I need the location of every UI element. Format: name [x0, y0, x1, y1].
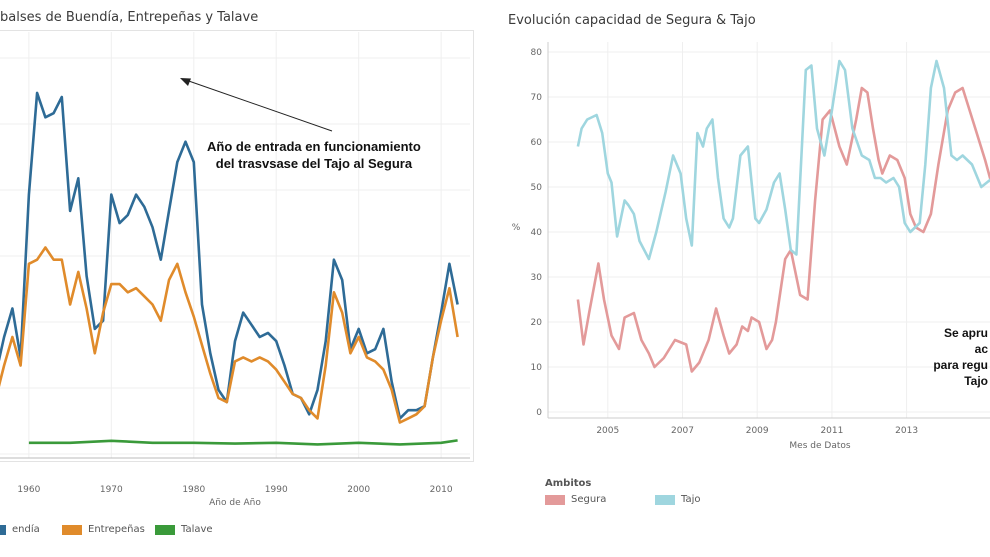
right-legend-title: Ambitos [545, 478, 592, 489]
legend-label-segura: Segura [571, 494, 607, 505]
left-x-tick-label: 2010 [430, 485, 453, 495]
legend-swatch-talave [155, 524, 175, 535]
left-gridlines [0, 32, 470, 459]
right-y-tick-label: 20 [531, 318, 543, 328]
left-x-axis-ticks: 1960 1970 1980 1990 2000 2010 [17, 485, 452, 495]
right-chart-title: Evolución capacidad de Segura & Tajo [508, 13, 756, 28]
right-y-tick-label: 70 [531, 93, 543, 103]
right-x-tick-label: 2007 [671, 426, 694, 436]
right-y-tick-label: 10 [531, 363, 543, 373]
right-annotation-line2: ac [974, 342, 988, 356]
legend-swatch-tajo [655, 494, 675, 505]
right-y-tick-label: 60 [531, 138, 543, 148]
left-chart-title: balses de Buendía, Entrepeñas y Talave [0, 10, 259, 25]
legend-swatch-entrepenas [62, 524, 82, 535]
legend-item-talave[interactable]: Talave [155, 524, 213, 535]
annotation-arrowhead [180, 78, 191, 86]
legend-label-buendia: endía [12, 524, 40, 535]
right-annotation: Se apru ac para regu Tajo [933, 325, 988, 389]
series-line-entrepeas [0, 246, 459, 424]
legend-swatch-segura [545, 494, 565, 505]
left-x-tick-label: 1970 [100, 485, 123, 495]
series-line-segura [576, 86, 990, 373]
right-annotation-line3: para regu [933, 358, 988, 372]
left-x-tick-label: 1990 [265, 485, 288, 495]
right-series-lines [576, 59, 990, 373]
right-y-tick-label: 80 [531, 48, 543, 58]
right-x-tick-label: 2011 [820, 426, 843, 436]
right-annotation-line1: Se apru [943, 326, 988, 340]
right-annotation-line4: Tajo [964, 374, 988, 388]
left-chart: 1960 1970 1980 1990 2000 2010 Año de Año [0, 32, 470, 508]
right-y-axis-ticks: 0 10 20 30 40 50 60 70 80 [531, 48, 543, 418]
legend-label-talave: Talave [181, 524, 213, 535]
right-chart: 0 10 20 30 40 50 60 70 80 2005 2007 2009 2011 2013 %… [512, 42, 990, 451]
left-annotation-line2: del trasvsase del Tajo al Segura [215, 156, 413, 171]
right-x-tick-label: 2005 [596, 426, 619, 436]
right-y-axis-label: % [512, 223, 521, 233]
legend-item-tajo[interactable]: Tajo [655, 494, 700, 505]
right-y-tick-label: 40 [531, 228, 543, 238]
right-y-tick-label: 0 [536, 408, 542, 418]
legend-item-buendia[interactable]: endía [0, 524, 40, 535]
annotation-arrow [182, 78, 333, 132]
left-x-tick-label: 1960 [17, 485, 40, 495]
legend-label-entrepenas: Entrepeñas [88, 524, 145, 535]
right-y-tick-label: 30 [531, 273, 543, 283]
legend-item-segura[interactable]: Segura [545, 494, 606, 505]
left-plot-frame [0, 30, 474, 462]
left-x-tick-label: 2000 [347, 485, 370, 495]
legend-label-tajo: Tajo [681, 494, 701, 505]
left-x-axis-label: Año de Año [209, 498, 261, 508]
left-annotation-line1: Año de entrada en funcionamiento [207, 139, 421, 154]
right-x-axis-ticks: 2005 2007 2009 2011 2013 [596, 426, 918, 436]
right-x-tick-label: 2009 [746, 426, 769, 436]
right-x-axis-label: Mes de Datos [789, 441, 850, 451]
legend-swatch-buendia [0, 524, 6, 535]
series-line-tajo [576, 59, 990, 261]
series-line-talave [28, 439, 458, 446]
left-annotation: Año de entrada en funcionamiento del tra… [207, 138, 421, 172]
right-x-tick-label: 2013 [895, 426, 918, 436]
left-x-tick-label: 1980 [182, 485, 205, 495]
legend-item-entrepenas[interactable]: Entrepeñas [62, 524, 145, 535]
right-y-tick-label: 50 [531, 183, 543, 193]
left-series-lines [0, 91, 459, 446]
